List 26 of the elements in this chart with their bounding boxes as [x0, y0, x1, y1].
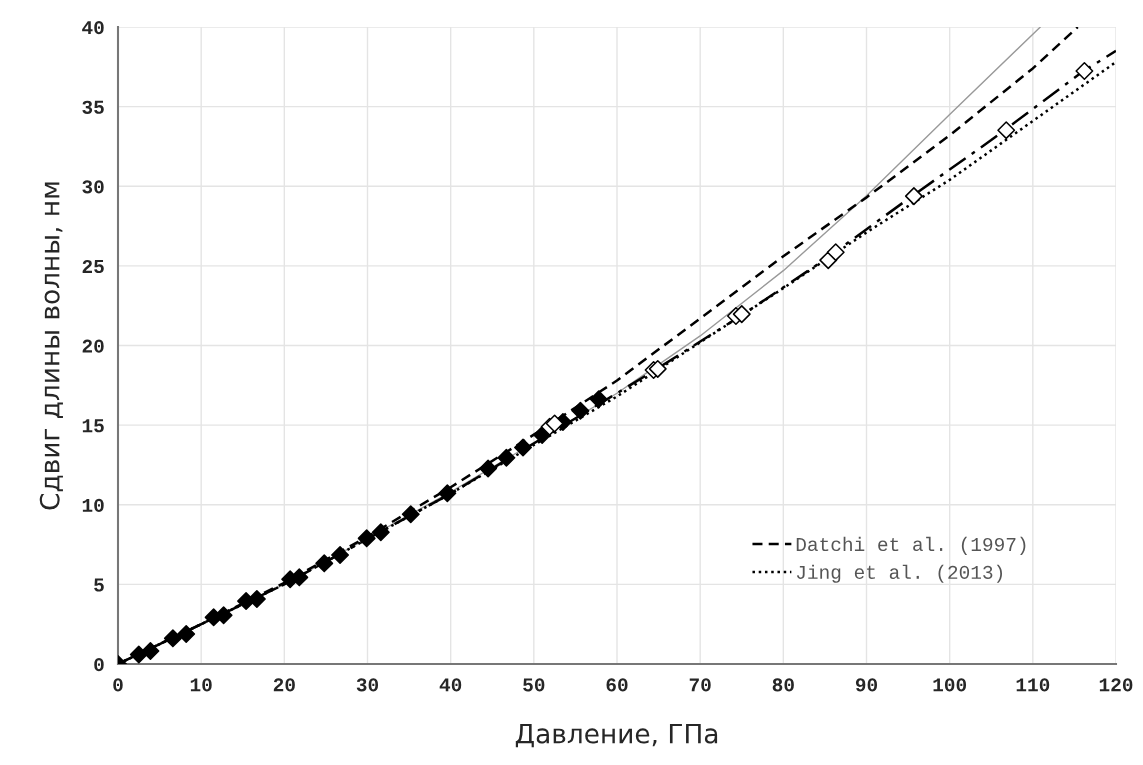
- x-tick-label: 100: [933, 678, 967, 692]
- x-tick-label: 40: [439, 678, 462, 692]
- y-tick-label: 20: [82, 339, 104, 353]
- y-tick-label: 35: [82, 100, 104, 114]
- y-tick-label: 5: [94, 578, 104, 592]
- x-tick-label: 30: [356, 678, 379, 692]
- y-tick-label: 15: [82, 419, 104, 433]
- y-tick-label: 40: [82, 21, 104, 35]
- legend-label: Jing et al. (2013): [796, 564, 1003, 583]
- y-tick-label: 25: [82, 259, 104, 274]
- x-tick-label: 90: [855, 678, 878, 692]
- x-tick-label: 0: [113, 678, 123, 692]
- legend-label: Datchi et al. (1997): [796, 536, 1026, 555]
- x-tick-label: 110: [1016, 678, 1050, 692]
- x-tick-label: 120: [1099, 678, 1133, 692]
- y-axis-title: Сдвиг длины волны, нм: [39, 182, 63, 510]
- x-tick-label: 20: [273, 678, 295, 692]
- y-tick-label: 10: [82, 498, 104, 512]
- x-tick-label: 50: [523, 678, 545, 692]
- y-tick-label: 0: [94, 658, 104, 672]
- x-tick-label: 60: [606, 678, 628, 692]
- y-tick-label: 30: [82, 180, 104, 194]
- x-axis-title: Давление, ГПа: [515, 723, 718, 748]
- x-tick-label: 70: [689, 678, 711, 692]
- x-tick-label: 80: [772, 678, 794, 692]
- x-tick-label: 10: [190, 678, 212, 692]
